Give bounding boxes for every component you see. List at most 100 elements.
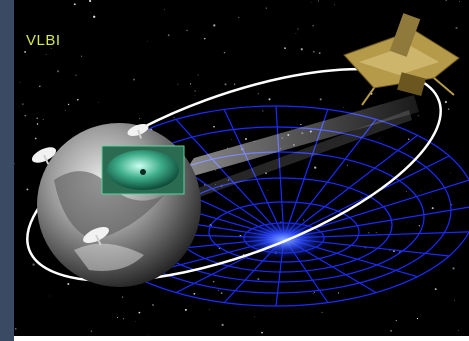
star [50,47,52,49]
star [291,128,292,130]
satellite-icon [343,13,460,106]
star [265,7,267,9]
dish-antenna-icon [127,123,149,139]
star [64,109,66,111]
star [213,24,216,27]
star [431,207,434,210]
star [244,137,248,141]
grid-line [283,134,418,239]
star [368,232,370,234]
star [453,299,456,301]
star [318,0,319,2]
star [261,331,263,334]
star [173,117,175,118]
earth-landmass [54,171,164,240]
scene-svg [14,0,469,336]
star [203,37,206,40]
star [116,316,119,319]
star [450,172,451,174]
star [34,137,37,140]
star [459,1,460,3]
star [45,53,47,55]
star [177,83,179,85]
star [268,98,271,101]
grid-line [175,118,285,239]
star [408,138,410,140]
star [458,329,460,332]
radio-beam-lower [164,110,412,210]
star [257,278,260,281]
star [236,188,238,189]
star [337,292,340,294]
star [90,330,93,332]
star [420,190,422,192]
star [418,225,420,227]
star [238,16,240,19]
grid-line [283,119,377,239]
dish-inset [101,145,185,195]
star [221,323,224,326]
star [405,190,407,192]
star [224,83,227,86]
star [93,15,96,18]
star [67,103,70,106]
radio-beam-icon [179,95,419,180]
star [378,138,380,139]
side-bar [0,0,14,341]
star [375,232,377,234]
star [184,308,187,311]
star [455,26,458,29]
star [32,263,35,266]
dish-antenna-icon [83,226,109,246]
star [121,296,124,298]
star [312,24,314,27]
star [266,190,268,192]
star [89,0,92,3]
star [215,184,216,185]
star [300,123,302,126]
star [81,55,83,57]
star [135,321,136,322]
star [321,311,323,313]
star [393,250,395,253]
star [314,166,317,169]
star [36,123,39,125]
caption-label: VLBI [26,32,61,49]
star [24,50,27,53]
star [343,107,345,108]
star [186,29,188,32]
star [76,98,79,101]
star [164,8,165,10]
orbit-ring [26,67,442,283]
star [447,108,450,110]
star [90,12,92,13]
grid-line [275,105,285,239]
vlbi-illustration: VLBI [14,0,469,336]
star [452,267,455,270]
star [451,204,453,206]
star [212,280,215,283]
star [67,282,70,286]
star [167,34,170,37]
star [147,335,149,336]
star [445,0,447,2]
star [19,81,21,83]
dish-antenna-icon [31,147,57,165]
star [312,293,314,295]
star [133,78,136,81]
star [215,169,217,171]
star [313,291,315,293]
star [346,164,348,166]
star [233,83,236,85]
star [146,41,148,42]
star [300,48,303,51]
star [318,52,321,54]
star [262,110,264,112]
star [257,93,259,95]
star [208,308,210,310]
star [24,114,27,117]
star [139,117,141,120]
star [194,95,196,96]
star [312,50,315,53]
